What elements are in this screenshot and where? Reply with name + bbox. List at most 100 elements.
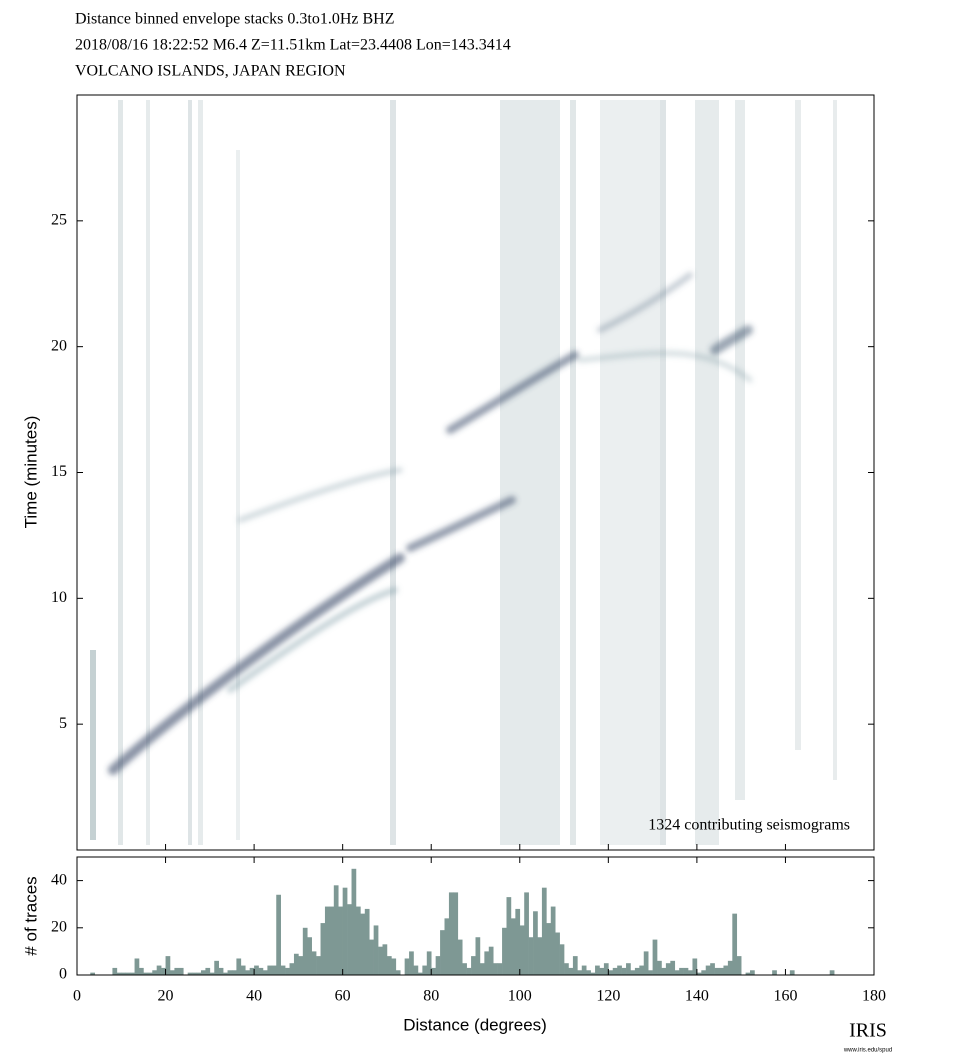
logo: IRIS (849, 1020, 887, 1042)
histogram-bar (568, 967, 574, 975)
histogram-bar (510, 918, 516, 975)
histogram-bar (143, 972, 149, 975)
histogram-bar (391, 958, 397, 975)
y-tick-label: 40 (51, 871, 67, 888)
histogram-bar (205, 967, 211, 975)
histogram-bar (683, 967, 689, 975)
x-tick-label: 100 (508, 988, 532, 1005)
histogram-bar (276, 894, 281, 975)
histogram-bar (555, 932, 560, 975)
histogram-bar (311, 951, 317, 975)
histogram-bar (134, 958, 140, 975)
histogram-bar (537, 937, 543, 975)
histogram-bar (661, 967, 667, 975)
histogram-bar (404, 958, 410, 975)
histogram-bar (245, 970, 250, 975)
histogram-bar (745, 972, 751, 975)
histogram-bar (196, 972, 202, 975)
histogram-bar (710, 963, 715, 975)
histogram-bar (670, 960, 676, 975)
histogram-bar (639, 965, 645, 975)
histogram-bar (586, 970, 591, 975)
histogram-bar (546, 923, 552, 975)
histogram-bar (475, 937, 481, 975)
histogram-bar (533, 911, 538, 975)
histogram-bar (320, 923, 326, 975)
histogram-bar (515, 908, 521, 975)
histogram-bar (608, 970, 614, 975)
histogram-bar (736, 956, 742, 975)
y-axis-label: Time (minutes) (21, 416, 40, 529)
histogram-bar (435, 956, 441, 975)
histogram-bar (626, 963, 631, 975)
histogram-bar (192, 972, 197, 975)
histogram-bar (462, 963, 467, 975)
histogram-bar (674, 970, 680, 975)
histogram-bar (333, 885, 339, 975)
histogram-bar (249, 967, 255, 975)
chart-title: Distance binned envelope stacks 0.3to1.0… (75, 11, 394, 28)
x-tick-label: 180 (862, 988, 886, 1005)
x-tick-label: 80 (423, 988, 439, 1005)
histogram-bar (679, 967, 684, 975)
histogram-bar (289, 963, 295, 975)
histogram-bar (497, 963, 503, 975)
histogram-bar (214, 960, 219, 975)
histogram-bar (772, 970, 777, 975)
histogram-bar (165, 956, 171, 975)
histogram-bar (453, 892, 459, 975)
histogram-bar (665, 963, 671, 975)
histogram-bar (630, 970, 636, 975)
histogram-bar (386, 956, 392, 975)
histogram-bar (360, 913, 366, 975)
histogram-bar (732, 913, 738, 975)
histogram-bar (413, 965, 419, 975)
histogram-bar (369, 939, 374, 975)
y-tick-label: 5 (59, 715, 67, 732)
histogram-bar (351, 868, 357, 975)
histogram-bar (572, 956, 578, 975)
histogram-bar (506, 897, 512, 975)
histogram-bar (440, 930, 445, 975)
histogram-bar (727, 960, 733, 975)
histogram-bar (541, 887, 547, 975)
histogram-bar (750, 970, 755, 975)
histogram-bar (293, 953, 299, 975)
histogram-bar (705, 965, 711, 975)
x-tick-label: 160 (773, 988, 797, 1005)
histogram-bar (657, 960, 662, 975)
histogram-bar (426, 951, 432, 975)
histogram-bar (471, 956, 476, 975)
histogram-bar (714, 967, 720, 975)
annotation: 1324 contributing seismograms (648, 817, 850, 834)
histogram-bar (493, 963, 498, 975)
histogram-bar (617, 965, 622, 975)
histogram-bar (307, 937, 312, 975)
histogram-bar (488, 946, 494, 975)
x-tick-label: 20 (158, 988, 174, 1005)
histogram-bar (559, 944, 565, 975)
x-tick-label: 140 (685, 988, 709, 1005)
histogram-bar (156, 965, 162, 975)
histogram-bar (125, 972, 131, 975)
y-tick-label: 15 (51, 463, 67, 480)
histogram-bar (692, 958, 698, 975)
histogram-bar (444, 918, 450, 975)
histogram-bar (688, 970, 693, 975)
plot-frame (76, 856, 875, 976)
x-tick-label: 60 (335, 988, 351, 1005)
histogram-bar (147, 972, 153, 975)
histogram-bar (187, 972, 193, 975)
histogram-bar (634, 967, 640, 975)
histogram-bar (648, 970, 653, 975)
histogram-bar (298, 956, 304, 975)
histogram-bar (355, 906, 361, 975)
histogram-bar (577, 970, 583, 975)
histogram-bar (209, 972, 215, 975)
x-tick-label: 120 (596, 988, 620, 1005)
histogram-bar (652, 939, 658, 975)
histogram-bar (603, 963, 609, 975)
logo-url: www.iris.edu/spud (843, 1048, 892, 1054)
histogram-bar (643, 951, 649, 975)
histogram-bar (178, 967, 184, 975)
